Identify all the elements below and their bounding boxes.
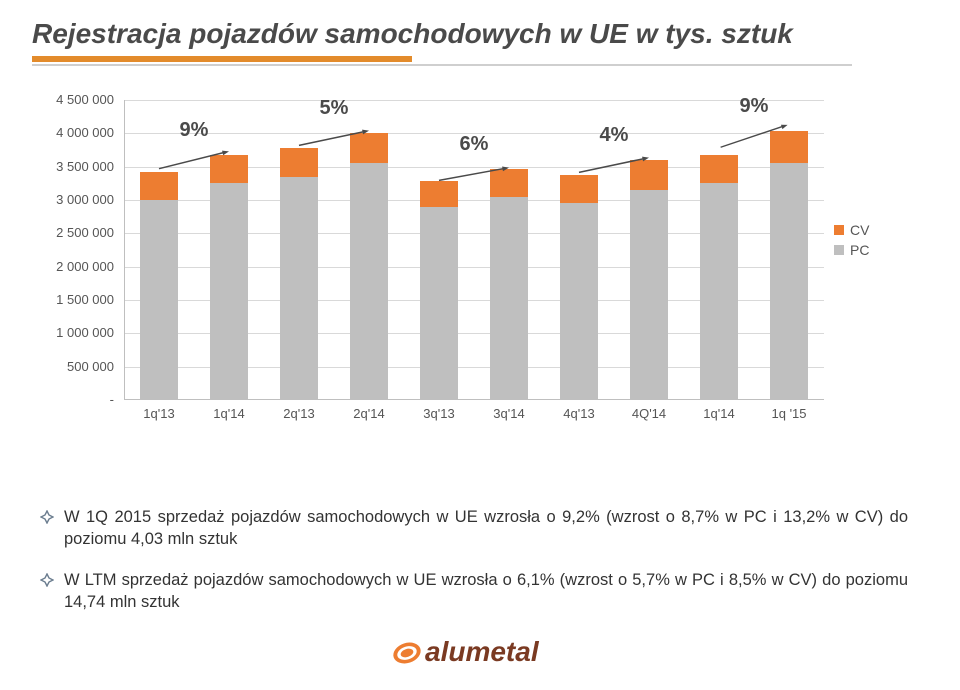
arrow-icon xyxy=(297,125,377,148)
bullet-item: W LTM sprzedaż pojazdów samochodowych w … xyxy=(40,569,908,614)
pct-label: 9% xyxy=(740,95,769,118)
arrow-icon xyxy=(717,123,797,154)
arrow-icon xyxy=(437,161,517,182)
x-tick-label: 1q '15 xyxy=(772,406,807,421)
arrow-icon xyxy=(577,152,657,175)
x-tick-label: 4Q'14 xyxy=(632,406,666,421)
y-tick-label: - xyxy=(32,392,120,407)
x-tick-label: 1q'14 xyxy=(703,406,734,421)
bullet-icon xyxy=(40,571,54,593)
x-tick-label: 3q'14 xyxy=(493,406,524,421)
y-tick-label: 4 000 000 xyxy=(32,125,120,140)
chart-legend: CV PC xyxy=(834,222,869,262)
x-tick-label: 3q'13 xyxy=(423,406,454,421)
bar xyxy=(490,169,529,400)
y-tick-label: 3 500 000 xyxy=(32,159,120,174)
title-rule xyxy=(32,56,928,66)
bar xyxy=(560,175,599,400)
x-tick-label: 2q'13 xyxy=(283,406,314,421)
bar-chart: - 500 000 1 000 000 1 500 000 2 000 000 2 500… xyxy=(32,100,928,450)
x-tick-label: 2q'14 xyxy=(353,406,384,421)
x-tick-label: 1q'13 xyxy=(143,406,174,421)
bar xyxy=(700,155,739,400)
page-title: Rejestracja pojazdów samochodowych w UE … xyxy=(32,18,928,50)
bar xyxy=(210,155,249,400)
bar xyxy=(140,172,179,400)
y-tick-label: 4 500 000 xyxy=(32,92,120,107)
bullet-item: W 1Q 2015 sprzedaż pojazdów samochodowyc… xyxy=(40,506,908,551)
pct-label: 9% xyxy=(180,119,209,142)
legend-item: CV xyxy=(834,222,869,238)
bullet-list: W 1Q 2015 sprzedaż pojazdów samochodowyc… xyxy=(32,506,928,613)
y-tick-label: 1 000 000 xyxy=(32,325,120,340)
logo-text: alumetal xyxy=(425,636,540,667)
bar xyxy=(770,131,809,400)
x-tick-label: 4q'13 xyxy=(563,406,594,421)
y-tick-label: 500 000 xyxy=(32,359,120,374)
bullet-icon xyxy=(40,508,54,530)
legend-item: PC xyxy=(834,242,869,258)
x-tick-label: 1q'14 xyxy=(213,406,244,421)
pct-label: 4% xyxy=(600,124,629,147)
bullet-text: W LTM sprzedaż pojazdów samochodowych w … xyxy=(64,569,908,614)
y-tick-label: 3 000 000 xyxy=(32,192,120,207)
pct-label: 6% xyxy=(460,133,489,156)
arrow-icon xyxy=(157,147,237,172)
logo: alumetal xyxy=(32,631,928,678)
bar xyxy=(420,181,459,400)
y-tick-label: 2 500 000 xyxy=(32,225,120,240)
bar xyxy=(280,148,319,400)
bar xyxy=(630,160,669,400)
y-tick-label: 2 000 000 xyxy=(32,259,120,274)
bullet-text: W 1Q 2015 sprzedaż pojazdów samochodowyc… xyxy=(64,506,908,551)
y-tick-label: 1 500 000 xyxy=(32,292,120,307)
bar xyxy=(350,133,389,400)
pct-label: 5% xyxy=(320,97,349,120)
